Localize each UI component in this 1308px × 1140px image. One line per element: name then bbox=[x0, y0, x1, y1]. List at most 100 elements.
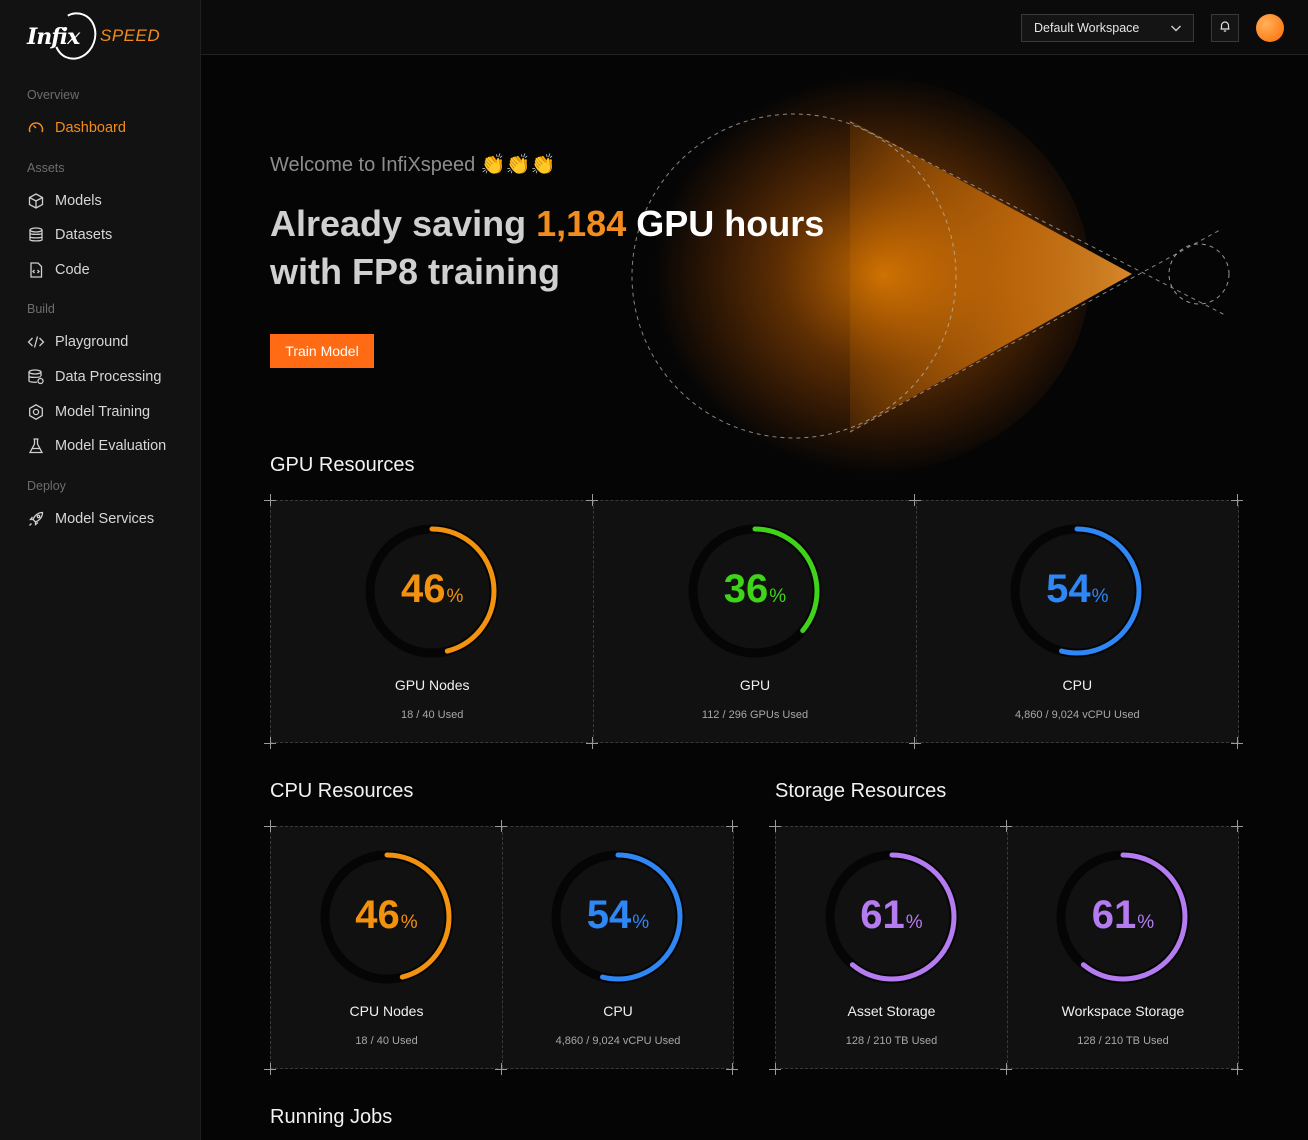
corner-marker-icon bbox=[1000, 820, 1012, 832]
ring-fill bbox=[322, 852, 451, 982]
sidebar-item-label: Datasets bbox=[55, 227, 113, 243]
workspace-select[interactable]: Default Workspace bbox=[1021, 14, 1194, 42]
workspace-label: Default Workspace bbox=[1034, 21, 1140, 35]
sidebar-item-playground[interactable]: Playground bbox=[27, 331, 128, 353]
gpu-resource-card[interactable]: 46% GPU Nodes 18 / 40 Used bbox=[271, 501, 593, 742]
storage-resource-card[interactable]: 61% Workspace Storage 128 / 210 TB Used bbox=[1007, 827, 1238, 1068]
corner-marker-icon bbox=[769, 1063, 781, 1075]
cpu-resource-card[interactable]: 54% CPU 4,860 / 9,024 vCPU Used bbox=[502, 827, 733, 1068]
usage-percent: 46% bbox=[360, 567, 504, 612]
gpu-resources-title: GPU Resources bbox=[270, 454, 415, 476]
usage-value: 46 bbox=[355, 893, 400, 937]
nav-section-deploy: Deploy bbox=[27, 479, 66, 493]
code-file-icon bbox=[27, 261, 45, 279]
usage-unit: % bbox=[905, 912, 923, 933]
sidebar-item-label: Data Processing bbox=[55, 369, 162, 385]
sidebar: Infix SPEED Overview Dashboard Assets Mo… bbox=[0, 0, 201, 1140]
corner-marker-icon bbox=[495, 820, 507, 832]
sidebar-item-label: Model Services bbox=[55, 511, 155, 527]
hero-headline: Already saving 1,184 GPU hours with FP8 … bbox=[270, 200, 890, 296]
corner-marker-icon bbox=[586, 494, 599, 506]
ring-fill bbox=[367, 526, 497, 656]
gpu-hours-saved: 1,184 bbox=[536, 203, 627, 244]
running-jobs-title: Running Jobs bbox=[270, 1106, 393, 1128]
ring-fill bbox=[1058, 852, 1188, 982]
storage-resource-card[interactable]: 61% Asset Storage 128 / 210 TB Used bbox=[776, 827, 1007, 1068]
cpu-resources-title: CPU Resources bbox=[270, 780, 414, 802]
sidebar-item-label: Model Evaluation bbox=[55, 438, 167, 454]
corner-marker-icon bbox=[1231, 820, 1243, 832]
card-usage-detail: 112 / 296 GPUs Used bbox=[701, 709, 809, 721]
card-usage-detail: 4,860 / 9,024 vCPU Used bbox=[555, 1035, 681, 1047]
cpu-resource-card[interactable]: 46% CPU Nodes 18 / 40 Used bbox=[271, 827, 502, 1068]
corner-marker-icon bbox=[264, 1063, 276, 1075]
sidebar-item-label: Models bbox=[55, 193, 102, 209]
notifications-button[interactable] bbox=[1211, 14, 1239, 42]
progress-ring: 46% bbox=[360, 519, 504, 663]
corner-marker-icon bbox=[1231, 494, 1243, 506]
sidebar-item-model-training[interactable]: Model Training bbox=[27, 401, 150, 423]
usage-value: 54 bbox=[586, 893, 632, 937]
ring-fill bbox=[827, 852, 956, 982]
usage-unit: % bbox=[632, 912, 650, 933]
ring-fill bbox=[553, 852, 683, 982]
card-usage-detail: 128 / 210 TB Used bbox=[1077, 1035, 1169, 1047]
corner-marker-icon bbox=[769, 820, 781, 832]
headline-prefix: Already saving bbox=[270, 203, 537, 244]
sidebar-item-code[interactable]: Code bbox=[27, 259, 90, 281]
progress-ring: 54% bbox=[546, 845, 690, 989]
usage-percent: 61% bbox=[1051, 893, 1195, 938]
usage-percent: 54% bbox=[546, 893, 690, 938]
card-usage-detail: 128 / 210 TB Used bbox=[845, 1035, 938, 1047]
gauge-icon bbox=[27, 119, 45, 137]
card-usage-detail: 4,860 / 9,024 vCPU Used bbox=[1014, 709, 1140, 721]
brand-logo[interactable]: Infix SPEED bbox=[26, 6, 166, 66]
cube-icon bbox=[27, 192, 45, 210]
card-label: Asset Storage bbox=[847, 1003, 936, 1019]
storage-resources-title: Storage Resources bbox=[775, 780, 947, 802]
card-label: Workspace Storage bbox=[1061, 1003, 1185, 1019]
sidebar-item-model-evaluation[interactable]: Model Evaluation bbox=[27, 435, 166, 457]
usage-value: 46 bbox=[400, 567, 446, 611]
sidebar-item-label: Playground bbox=[55, 334, 129, 350]
welcome-text: Welcome to InfiXspeed 👏👏👏 bbox=[270, 154, 556, 176]
card-label: GPU bbox=[739, 677, 771, 693]
gpu-resource-card[interactable]: 36% GPU 112 / 296 GPUs Used bbox=[593, 501, 915, 742]
usage-percent: 61% bbox=[820, 893, 964, 938]
headline-line2: with FP8 training bbox=[270, 251, 561, 292]
sidebar-item-data-processing[interactable]: Data Processing bbox=[27, 366, 161, 388]
rocket-icon bbox=[27, 510, 45, 528]
sidebar-item-models[interactable]: Models bbox=[27, 190, 102, 212]
corner-marker-icon bbox=[264, 820, 276, 832]
corner-marker-icon bbox=[908, 737, 921, 749]
usage-value: 61 bbox=[860, 893, 905, 937]
usage-percent: 36% bbox=[683, 567, 827, 612]
usage-unit: % bbox=[1091, 586, 1109, 607]
cpu-resources-panel: 46% CPU Nodes 18 / 40 Used 54% CPU 4,860 / 9,… bbox=[270, 826, 734, 1069]
usage-value: 36 bbox=[723, 567, 769, 611]
train-model-button[interactable]: Train Model bbox=[270, 334, 374, 368]
avatar[interactable] bbox=[1256, 14, 1284, 42]
gpu-resources-panel: 46% GPU Nodes 18 / 40 Used 36% GPU 112 / 296 … bbox=[270, 500, 1239, 743]
usage-value: 54 bbox=[1046, 567, 1091, 611]
ring-fill bbox=[1012, 526, 1142, 656]
sidebar-item-datasets[interactable]: Datasets bbox=[27, 224, 112, 246]
usage-percent: 54% bbox=[1005, 567, 1149, 612]
sidebar-item-label: Model Training bbox=[55, 404, 151, 420]
progress-ring: 36% bbox=[683, 519, 827, 663]
card-label: CPU bbox=[603, 1003, 633, 1019]
usage-unit: % bbox=[400, 912, 418, 933]
hexagon-gear-icon bbox=[27, 403, 45, 421]
progress-ring: 54% bbox=[1005, 519, 1149, 663]
corner-marker-icon bbox=[586, 737, 599, 749]
gpu-resource-card[interactable]: 54% CPU 4,860 / 9,024 vCPU Used bbox=[915, 501, 1238, 742]
ring-fill bbox=[690, 526, 820, 656]
database-gear-icon bbox=[27, 368, 45, 386]
sidebar-item-dashboard[interactable]: Dashboard bbox=[27, 117, 126, 139]
sidebar-item-label: Dashboard bbox=[55, 120, 126, 136]
storage-resources-panel: 61% Asset Storage 128 / 210 TB Used 61% Work… bbox=[775, 826, 1239, 1069]
sidebar-item-model-services[interactable]: Model Services bbox=[27, 508, 154, 530]
nav-section-overview: Overview bbox=[27, 88, 80, 102]
corner-marker-icon bbox=[264, 494, 276, 506]
corner-marker-icon bbox=[908, 494, 921, 506]
